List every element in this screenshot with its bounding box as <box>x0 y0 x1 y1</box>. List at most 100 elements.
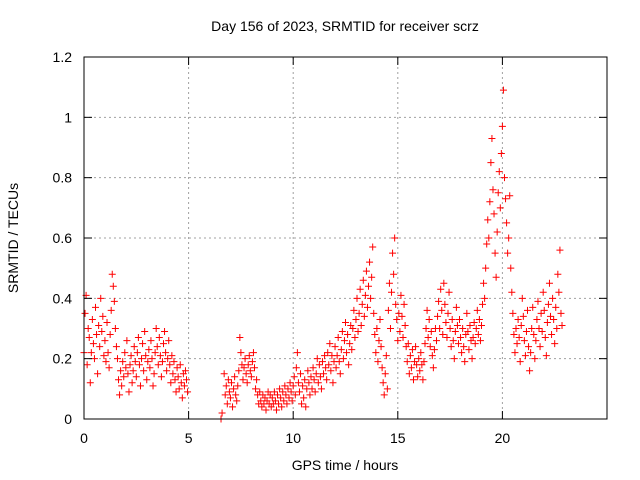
x-tick-label: 10 <box>285 430 301 446</box>
data-point <box>404 340 412 348</box>
data-point <box>166 361 174 369</box>
data-point <box>312 370 320 378</box>
data-point <box>450 355 458 363</box>
data-point <box>367 294 375 302</box>
data-point <box>272 406 280 414</box>
data-point <box>242 370 250 378</box>
data-point <box>533 315 541 323</box>
data-point <box>511 349 519 357</box>
data-point <box>472 325 480 332</box>
data-point <box>393 315 401 323</box>
data-point <box>394 337 402 345</box>
data-point <box>236 334 244 342</box>
data-point <box>172 388 180 396</box>
data-point <box>554 270 562 278</box>
data-point <box>376 315 384 323</box>
data-point <box>385 279 393 287</box>
data-point <box>96 343 104 351</box>
data-point <box>157 373 165 381</box>
data-point <box>162 349 170 357</box>
data-point <box>506 192 514 200</box>
data-point <box>417 349 425 357</box>
data-point <box>221 391 229 399</box>
data-point <box>170 358 178 366</box>
data-point <box>374 358 382 366</box>
data-point <box>486 198 494 206</box>
data-point <box>140 367 148 375</box>
data-point <box>256 388 264 396</box>
data-point <box>497 150 505 158</box>
data-point <box>275 400 283 408</box>
data-point <box>365 282 373 290</box>
data-point <box>369 243 377 251</box>
data-point <box>306 391 314 399</box>
data-point <box>174 373 182 381</box>
data-point <box>129 367 137 375</box>
data-point <box>262 406 270 414</box>
data-point <box>552 303 560 311</box>
data-point <box>409 376 417 384</box>
data-point <box>555 288 563 296</box>
data-point <box>156 352 164 360</box>
data-point <box>119 358 127 366</box>
data-point <box>454 340 462 348</box>
data-point <box>94 370 102 378</box>
data-point <box>145 346 153 354</box>
data-point <box>183 376 191 384</box>
data-point <box>356 285 364 293</box>
data-point <box>483 240 491 248</box>
y-tick-label: 1.2 <box>53 49 73 65</box>
data-point <box>519 312 527 320</box>
data-point <box>125 388 133 396</box>
data-point <box>427 328 435 336</box>
data-point <box>424 334 432 342</box>
data-point <box>224 376 232 384</box>
data-point <box>359 276 367 284</box>
data-point <box>362 267 370 275</box>
data-point <box>184 388 192 396</box>
data-point <box>243 379 251 387</box>
data-point <box>230 385 238 393</box>
data-point <box>115 376 123 384</box>
data-point <box>443 334 451 342</box>
data-point <box>180 382 188 390</box>
data-point <box>445 288 453 296</box>
data-point <box>111 325 119 332</box>
data-point <box>298 400 306 408</box>
data-point <box>425 315 433 323</box>
data-point <box>124 370 132 378</box>
data-point <box>105 364 113 372</box>
data-point <box>408 346 416 354</box>
x-tick-label: 0 <box>80 430 88 446</box>
data-point <box>390 270 398 278</box>
data-point <box>378 364 386 372</box>
data-point <box>458 349 466 357</box>
data-point <box>235 367 243 375</box>
data-point <box>287 388 295 396</box>
data-point <box>479 300 487 308</box>
data-point <box>373 325 381 332</box>
data-point <box>276 385 284 393</box>
data-point <box>240 364 248 372</box>
data-point <box>545 279 553 287</box>
data-point <box>271 397 279 405</box>
data-point <box>403 358 411 366</box>
data-point <box>361 291 369 299</box>
data-point <box>542 352 550 360</box>
data-point <box>360 312 368 320</box>
data-point <box>470 318 478 326</box>
data-point <box>550 315 558 323</box>
data-point <box>175 385 183 393</box>
data-point <box>107 306 115 314</box>
data-point <box>308 385 316 393</box>
data-point <box>406 352 414 360</box>
data-point <box>368 273 376 281</box>
data-point <box>441 300 449 308</box>
data-point <box>414 373 422 381</box>
data-point <box>423 306 431 314</box>
data-point <box>388 288 396 296</box>
data-point <box>305 379 313 387</box>
data-point <box>97 294 105 302</box>
data-point <box>135 361 143 369</box>
data-point <box>422 325 430 332</box>
